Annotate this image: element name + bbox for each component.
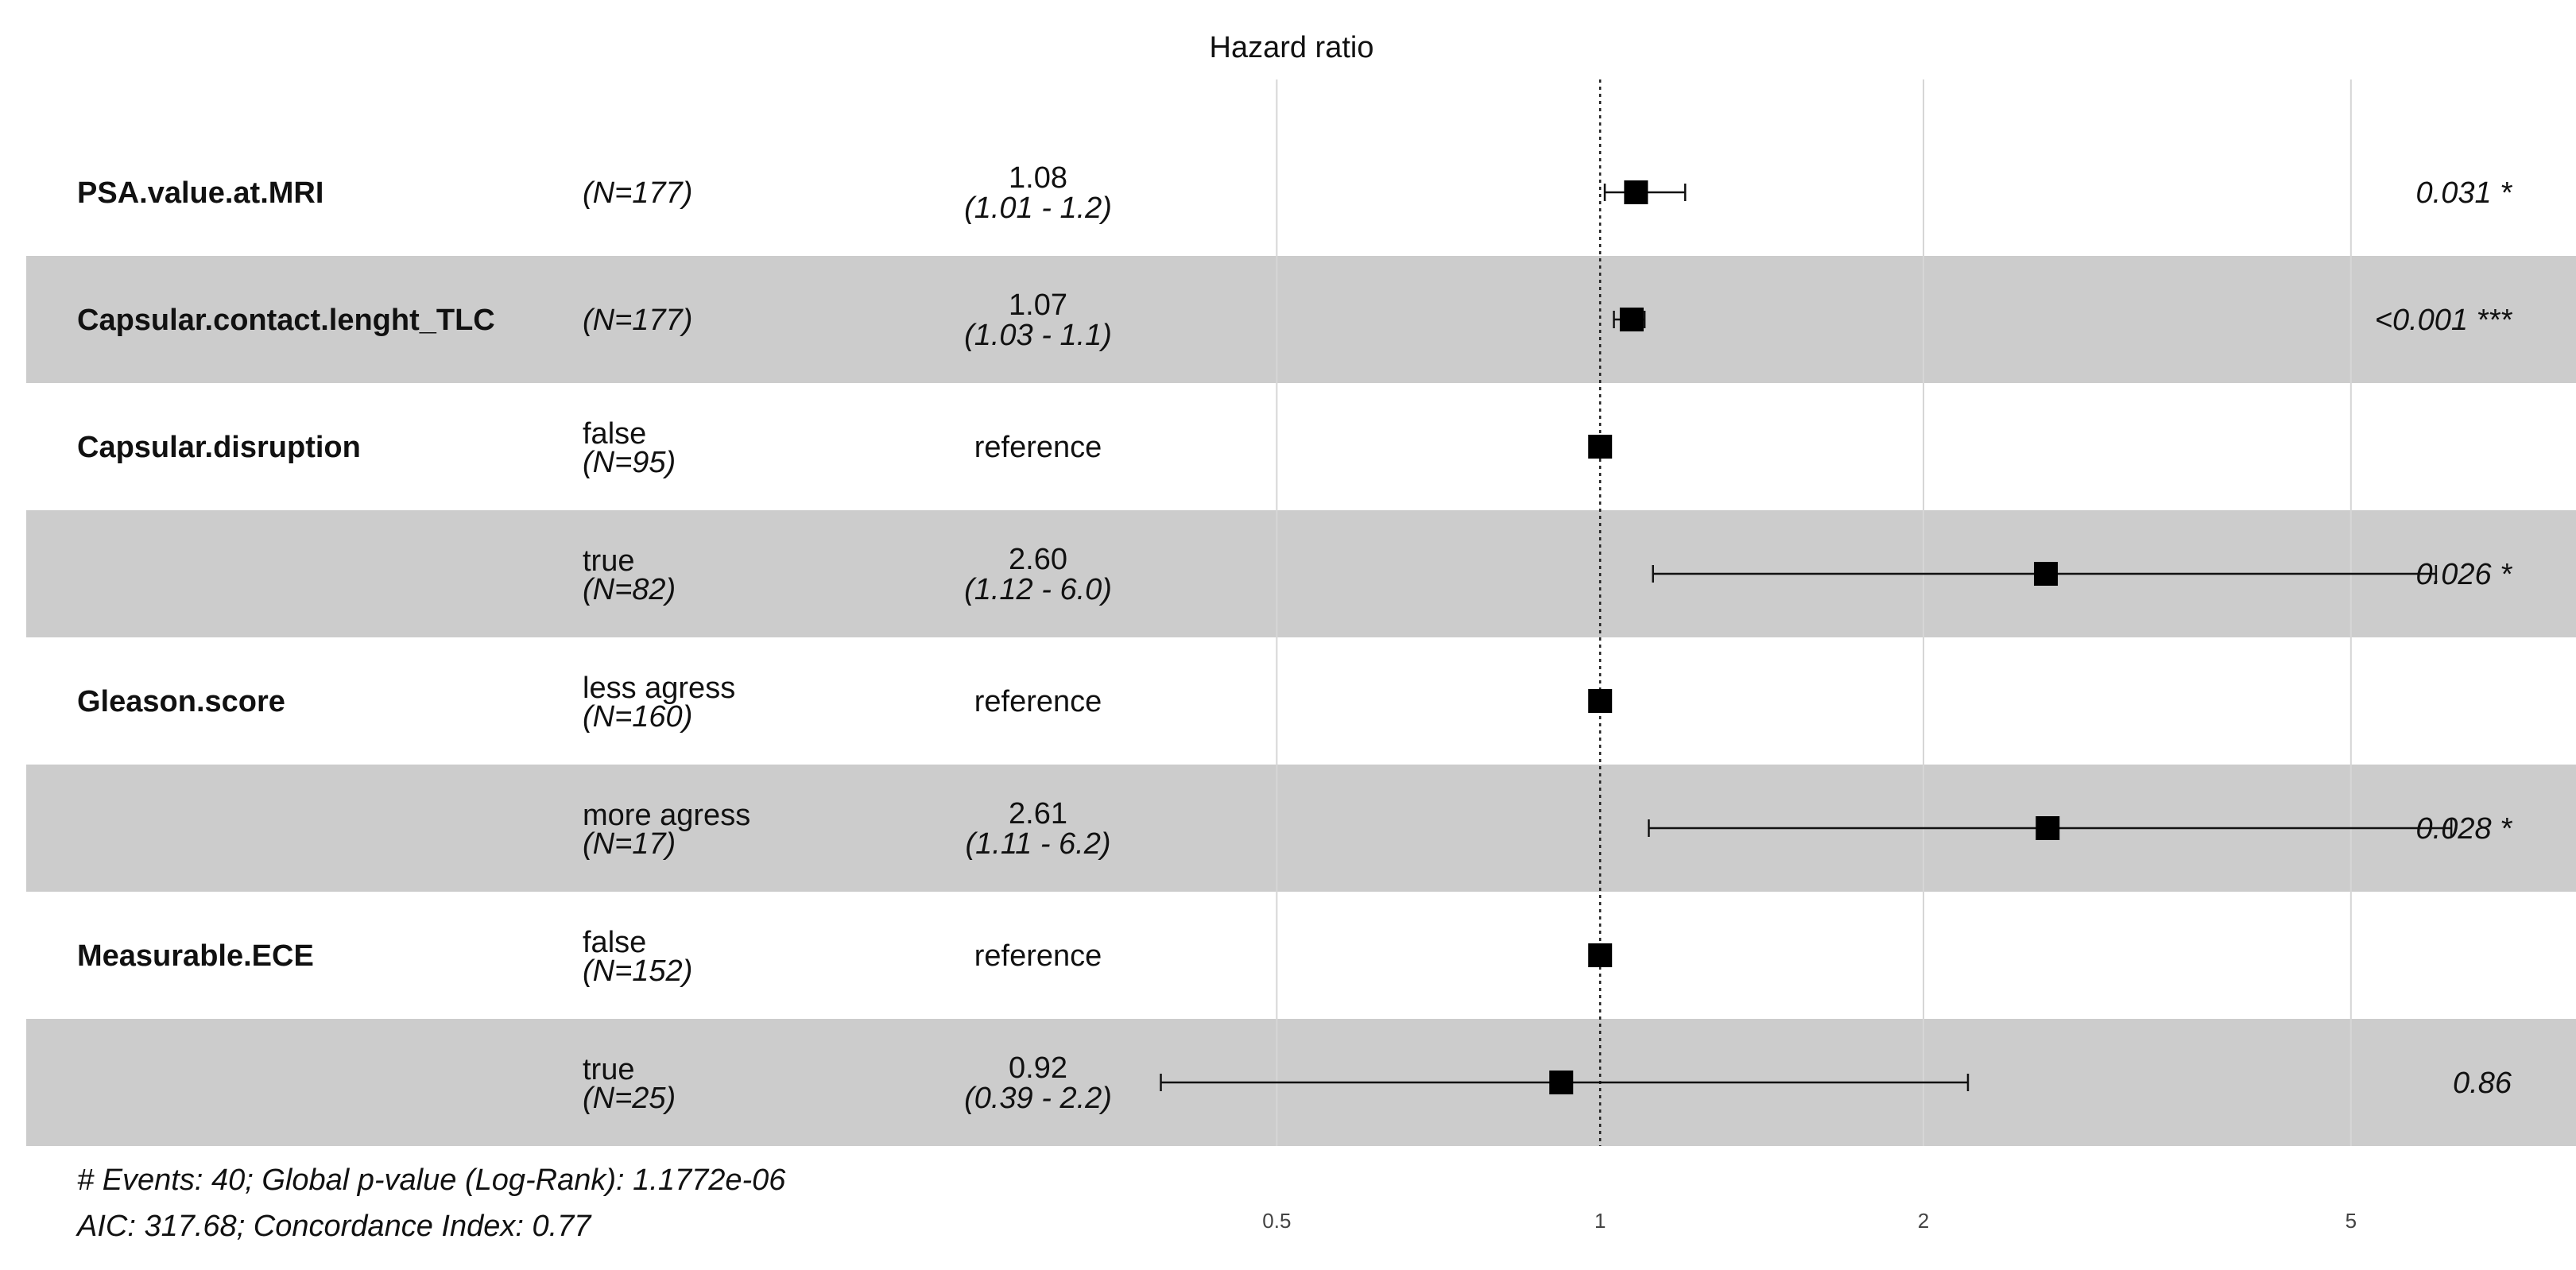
- grid-lines: [1276, 79, 2352, 1146]
- level-label: true: [583, 1053, 634, 1086]
- level-label: false: [583, 926, 646, 959]
- hr-estimate: 1.08: [1009, 161, 1067, 195]
- x-axis-ticks: 0.5 1 2 5: [1262, 1209, 2357, 1233]
- forest-row: Capsular.contact.lenght_TLC (N=177) 1.07(1…: [77, 288, 2512, 352]
- hr-reference: reference: [974, 685, 1102, 718]
- n-label: (N=177): [583, 304, 692, 337]
- x-tick-label: 5: [2346, 1209, 2357, 1233]
- n-label: (N=160): [583, 700, 692, 734]
- n-label: (N=82): [583, 573, 676, 606]
- hr-point: [1619, 308, 1644, 331]
- x-tick-label: 2: [1918, 1209, 1929, 1233]
- x-tick-label: 1: [1594, 1209, 1606, 1233]
- row-stripes: [26, 256, 2576, 1146]
- forest-row: Capsular.disruption false(N=95) reference: [77, 417, 1613, 479]
- hr-point: [2034, 562, 2059, 586]
- hr-estimate: 0.92: [1009, 1051, 1067, 1085]
- chart-title: Hazard ratio: [1210, 31, 1374, 64]
- hr-estimate: 1.07: [1009, 288, 1067, 322]
- forest-row: Measurable.ECE false(N=152) reference: [77, 926, 1613, 988]
- footer-aic-line: AIC: 317.68; Concordance Index: 0.77: [76, 1210, 592, 1243]
- forest-row: more agress(N=17)2.61(1.11 - 6.2) 0.028 *: [583, 797, 2512, 861]
- hr-point: [1624, 180, 1648, 204]
- ci-text: (1.01 - 1.2): [964, 192, 1112, 225]
- ci-text: (1.11 - 6.2): [965, 827, 1110, 861]
- hr-reference: reference: [974, 939, 1102, 973]
- level-label: more agress: [583, 799, 750, 832]
- variable-label: Capsular.disruption: [77, 431, 361, 464]
- variable-label: Capsular.contact.lenght_TLC: [77, 304, 495, 337]
- level-label: false: [583, 417, 646, 451]
- hr-point: [1588, 943, 1613, 967]
- variable-label: Gleason.score: [77, 685, 285, 718]
- hr-point: [1549, 1071, 1574, 1094]
- x-tick-label: 0.5: [1262, 1209, 1291, 1233]
- forest-row: PSA.value.at.MRI (N=177) 1.08(1.01 - 1.2) 0…: [77, 161, 2512, 225]
- variable-label: PSA.value.at.MRI: [77, 176, 323, 210]
- footer-events-line: # Events: 40; Global p-value (Log-Rank):…: [77, 1164, 786, 1197]
- hr-point: [1588, 689, 1613, 713]
- row-stripe: [26, 256, 2576, 383]
- forest-row: true(N=25) 0.92(0.39 - 2.2) 0.86: [583, 1051, 2512, 1115]
- rows: PSA.value.at.MRI (N=177) 1.08(1.01 - 1.2) 0…: [77, 161, 2512, 1115]
- n-label: (N=25): [583, 1082, 676, 1115]
- hr-estimate: 2.61: [1009, 797, 1067, 831]
- forest-row: Gleason.score less agress(N=160) reference: [77, 672, 1613, 734]
- level-label: less agress: [583, 672, 735, 705]
- forest-row: true(N=82)2.60(1.12 - 6.0) 0.026 *: [583, 543, 2512, 606]
- p-value: 0.86: [2453, 1067, 2512, 1100]
- variable-label: Measurable.ECE: [77, 939, 314, 973]
- ci-text: (1.03 - 1.1): [964, 319, 1112, 352]
- p-value: 0.031 *: [2416, 176, 2513, 210]
- n-label: (N=95): [583, 446, 676, 479]
- n-label: (N=152): [583, 954, 692, 988]
- hr-reference: reference: [974, 431, 1102, 464]
- n-label: (N=17): [583, 827, 676, 861]
- ci-text: (0.39 - 2.2): [964, 1082, 1112, 1115]
- hr-estimate: 2.60: [1009, 543, 1067, 576]
- ci-text: (1.12 - 6.0): [964, 573, 1112, 606]
- level-label: true: [583, 544, 634, 578]
- n-label: (N=177): [583, 176, 692, 210]
- hr-point: [1588, 435, 1613, 459]
- p-value: <0.001 ***: [2375, 304, 2512, 337]
- hr-point: [2036, 816, 2060, 840]
